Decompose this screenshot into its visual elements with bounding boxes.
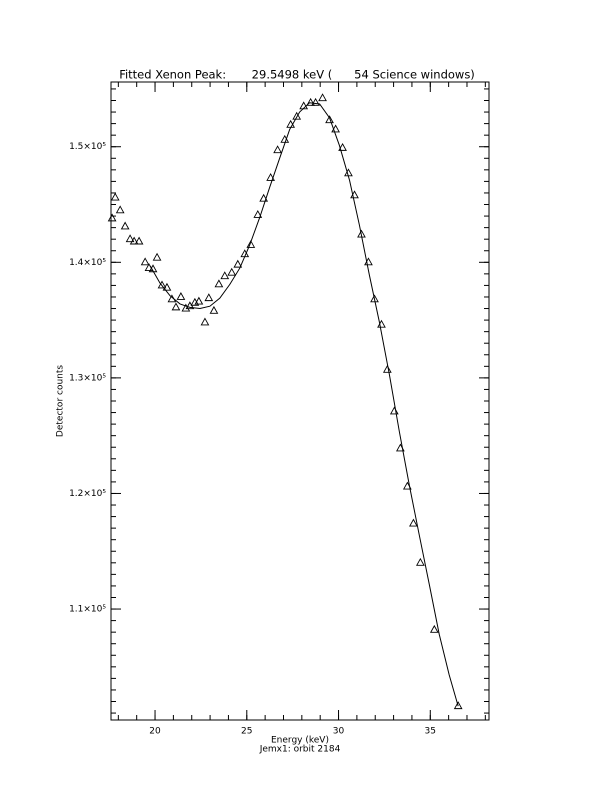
x-tick-label: 35 (425, 727, 436, 737)
triangle-marker (209, 305, 219, 314)
triangle-marker (325, 115, 334, 124)
y-tick-label: 1.2×10⁵ (69, 489, 106, 499)
triangle-marker (220, 271, 230, 280)
triangle-marker (181, 303, 191, 312)
triangle-marker (171, 302, 181, 311)
triangle-marker (382, 364, 392, 373)
y-tick-label: 1.5×10⁵ (69, 142, 106, 152)
triangle-marker (227, 267, 237, 276)
chart-title: Fitted Xenon Peak: 29.5498 keV ( 54 Scie… (119, 68, 475, 82)
triangle-marker (125, 234, 135, 243)
triangle-marker (176, 292, 186, 300)
triangle-marker (115, 205, 125, 214)
fit-line (149, 102, 459, 707)
triangle-marker (429, 624, 439, 633)
triangle-marker (134, 236, 144, 245)
triangle-marker (266, 173, 276, 181)
triangle-marker (140, 257, 150, 266)
y-tick-label: 1.3×10⁵ (69, 373, 106, 383)
triangle-marker (253, 209, 263, 218)
triangle-marker (157, 280, 167, 289)
subtitle: Jemx1: orbit 2184 (259, 745, 341, 755)
triangle-marker (370, 294, 379, 303)
y-tick-label: 1.4×10⁵ (69, 258, 106, 268)
triangle-marker (311, 97, 320, 106)
triangle-marker (416, 557, 425, 566)
x-tick-label: 30 (333, 727, 345, 737)
x-axis-label: Energy (keV) (271, 736, 329, 746)
triangle-marker (246, 240, 256, 248)
triangle-marker (453, 701, 463, 710)
x-tick-label: 20 (149, 727, 161, 737)
triangle-marker (152, 252, 162, 261)
triangle-marker (194, 296, 204, 305)
triangle-marker (338, 142, 347, 151)
triangle-marker (306, 97, 316, 106)
y-tick-label: 1.1×10⁵ (69, 605, 106, 615)
triangle-marker (233, 259, 243, 268)
triangle-marker (273, 145, 282, 154)
triangle-marker (107, 213, 117, 222)
y-axis-label: Detector counts (56, 365, 66, 437)
x-tick-label: 25 (241, 727, 252, 737)
triangle-marker (120, 221, 130, 230)
triangle-marker (129, 236, 139, 245)
triangle-marker (409, 518, 418, 527)
triangle-marker (292, 111, 302, 120)
triangle-marker (162, 282, 172, 291)
triangle-marker (200, 317, 210, 326)
triangle-marker (318, 93, 327, 102)
triangle-marker (110, 192, 120, 201)
triangle-marker (214, 279, 224, 288)
triangle-marker (204, 293, 214, 302)
triangle-marker (259, 193, 269, 202)
